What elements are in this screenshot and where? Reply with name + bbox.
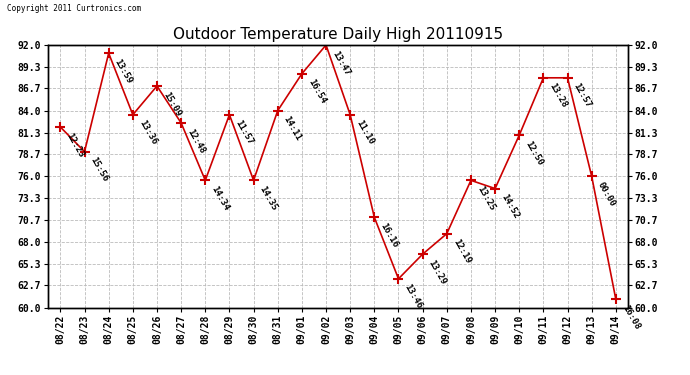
Text: 13:36: 13:36 [137,119,158,147]
Text: 00:00: 00:00 [596,180,617,208]
Text: 13:29: 13:29 [427,258,448,286]
Text: 12:57: 12:57 [572,82,593,110]
Text: 13:47: 13:47 [331,49,351,77]
Text: Copyright 2011 Curtronics.com: Copyright 2011 Curtronics.com [7,4,141,13]
Text: 12:48: 12:48 [186,127,206,155]
Title: Outdoor Temperature Daily High 20110915: Outdoor Temperature Daily High 20110915 [173,27,503,42]
Text: 13:25: 13:25 [475,184,496,212]
Text: 16:08: 16:08 [620,303,641,331]
Text: 15:09: 15:09 [161,90,182,118]
Text: 14:34: 14:34 [210,184,230,212]
Text: 13:46: 13:46 [403,283,424,311]
Text: 15:56: 15:56 [89,156,110,184]
Text: 14:52: 14:52 [500,193,520,220]
Text: 13:28: 13:28 [548,82,569,110]
Text: 12:19: 12:19 [451,238,472,266]
Text: 16:16: 16:16 [379,221,400,249]
Text: 13:59: 13:59 [113,57,134,85]
Text: 14:35: 14:35 [258,184,279,212]
Text: 12:50: 12:50 [524,140,544,167]
Text: 16:54: 16:54 [306,78,327,106]
Text: 11:57: 11:57 [234,119,255,147]
Text: 14:11: 14:11 [282,115,303,142]
Text: 12:23: 12:23 [65,131,86,159]
Text: 11:10: 11:10 [355,119,375,147]
